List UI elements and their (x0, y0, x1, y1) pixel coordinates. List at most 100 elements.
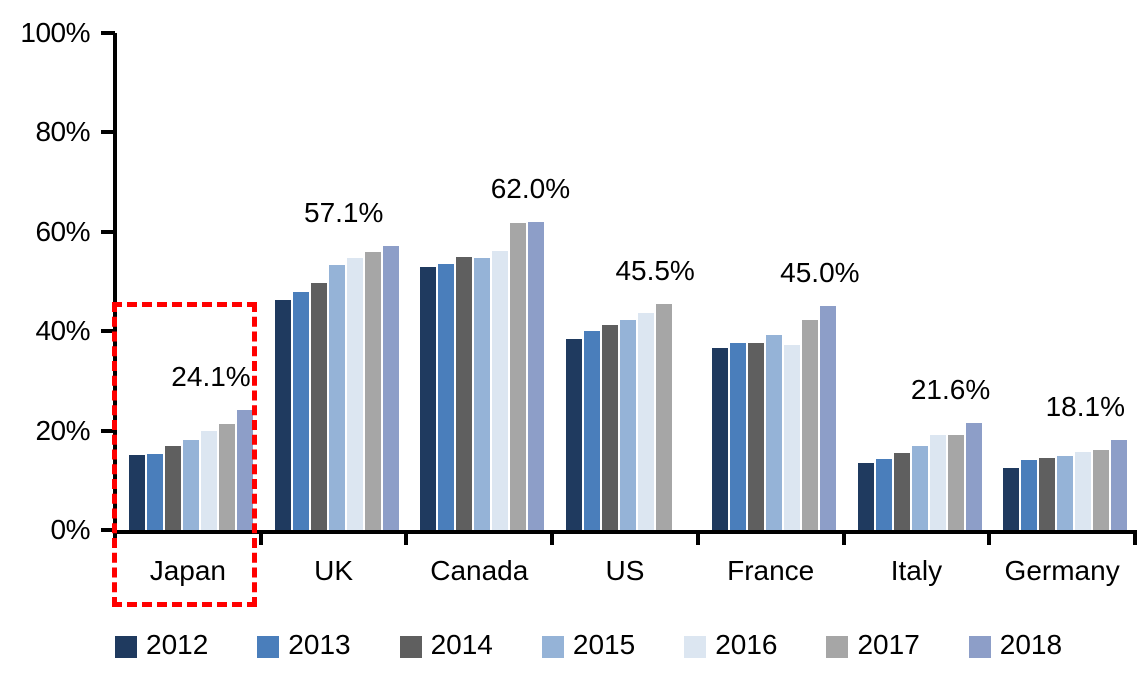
bar-japan-2013 (147, 453, 163, 530)
legend-swatch-2013 (257, 635, 280, 658)
legend-label-2013: 2013 (288, 629, 351, 660)
bar-france-2016 (783, 344, 800, 530)
x-tick (695, 530, 700, 545)
bar-france-2015 (765, 335, 782, 530)
bar-uk-2013 (292, 292, 309, 530)
bar-group-france (711, 33, 836, 530)
y-tick-80% (101, 130, 115, 135)
category-label-italy: Italy (890, 555, 943, 586)
legend-swatch-2012 (115, 635, 137, 658)
legend-swatch-2014 (399, 635, 422, 658)
bar-canada-2012 (420, 266, 437, 530)
legend-label-2016: 2016 (715, 629, 778, 660)
bar-italy-2018 (965, 422, 982, 530)
legend-label-2018: 2018 (999, 629, 1063, 660)
x-tick (404, 530, 409, 545)
bar-us-2014 (602, 325, 619, 530)
y-tick-20% (101, 428, 115, 433)
y-tick-label: 60% (35, 215, 90, 247)
bar-japan-2017 (219, 424, 235, 530)
bar-italy-2013 (875, 459, 892, 530)
y-tick-label: 40% (35, 315, 90, 347)
category-label-uk: UK (314, 555, 353, 586)
bar-uk-2014 (310, 282, 327, 530)
bar-group-japan (129, 33, 253, 530)
bar-france-2017 (801, 319, 818, 530)
bar-canada-2017 (510, 223, 527, 530)
value-label-uk: 57.1% (304, 197, 384, 229)
value-label-us: 45.5% (615, 254, 695, 286)
y-tick-label: 20% (35, 414, 90, 446)
plot-area (115, 33, 1135, 530)
bar-uk-2015 (328, 265, 345, 530)
category-label-germany: Germany (1004, 555, 1120, 586)
value-label-italy: 21.6% (910, 373, 991, 405)
bar-us-2016 (638, 312, 655, 530)
bar-france-2012 (711, 348, 728, 530)
legend-swatch-2015 (541, 635, 564, 658)
y-axis-line (113, 33, 117, 530)
x-tick (1133, 530, 1137, 545)
category-label-japan: Japan (149, 555, 226, 586)
legend-label-2015: 2015 (572, 629, 636, 660)
legend-item-2013: 2013 (257, 629, 351, 660)
category-label-france: France (727, 555, 815, 586)
y-tick-0% (101, 528, 115, 532)
legend-swatch-2018 (968, 635, 991, 658)
legend-item-2012: 2012 (115, 630, 208, 660)
bar-uk-2016 (346, 257, 363, 530)
bar-canada-2015 (474, 258, 491, 530)
bar-canada-2013 (438, 264, 455, 530)
bar-france-2014 (747, 343, 764, 530)
legend-item-2018: 2018 (968, 629, 1063, 660)
bar-france-2018 (819, 306, 836, 530)
y-tick-40% (101, 329, 115, 334)
legend-item-2016: 2016 (684, 630, 777, 660)
bar-us-2013 (584, 330, 601, 530)
y-tick-100% (101, 31, 115, 35)
bar-germany-2013 (1021, 459, 1038, 530)
bar-group-germany (1003, 33, 1128, 530)
bar-uk-2017 (364, 252, 381, 530)
bar-japan-2015 (183, 439, 199, 530)
bar-germany-2017 (1093, 450, 1110, 530)
japan-highlight-box (112, 302, 257, 607)
legend-swatch-2016 (684, 635, 707, 658)
bar-canada-2018 (528, 221, 545, 530)
bar-japan-2014 (165, 446, 181, 530)
bar-us-2012 (566, 339, 583, 530)
x-tick (258, 530, 263, 545)
legend: 2012 2013 2014 2015 2016 2017 2018 (115, 628, 1062, 662)
legend-label-2014: 2014 (430, 629, 493, 660)
bar-germany-2015 (1057, 455, 1074, 530)
legend-label-2017: 2017 (857, 629, 920, 660)
legend-item-2017: 2017 (826, 629, 920, 660)
bar-italy-2015 (911, 445, 928, 530)
x-tick (841, 530, 846, 545)
bar-germany-2016 (1075, 452, 1092, 530)
bar-germany-2018 (1111, 440, 1128, 530)
bar-japan-2016 (201, 430, 217, 530)
category-label-us: US (605, 555, 645, 586)
bar-japan-2018 (237, 410, 253, 530)
bar-italy-2012 (857, 462, 874, 530)
bar-us-2017 (656, 303, 673, 530)
legend-item-2014: 2014 (399, 629, 493, 660)
bar-group-canada (420, 33, 545, 530)
bar-uk-2012 (274, 299, 291, 530)
bar-italy-2016 (929, 435, 946, 530)
bar-germany-2012 (1003, 467, 1020, 530)
x-axis-line (113, 530, 1135, 534)
bar-france-2013 (729, 342, 746, 530)
bar-canada-2016 (492, 251, 509, 530)
y-tick-label: 0% (50, 514, 91, 545)
bar-canada-2014 (456, 256, 473, 530)
bar-japan-2012 (129, 454, 145, 530)
legend-swatch-2017 (826, 635, 849, 658)
bar-uk-2018 (382, 246, 399, 530)
bar-italy-2014 (893, 452, 910, 530)
bar-group-italy (857, 33, 982, 530)
y-tick-label: 100% (20, 17, 90, 48)
value-label-germany: 18.1% (1045, 391, 1125, 423)
